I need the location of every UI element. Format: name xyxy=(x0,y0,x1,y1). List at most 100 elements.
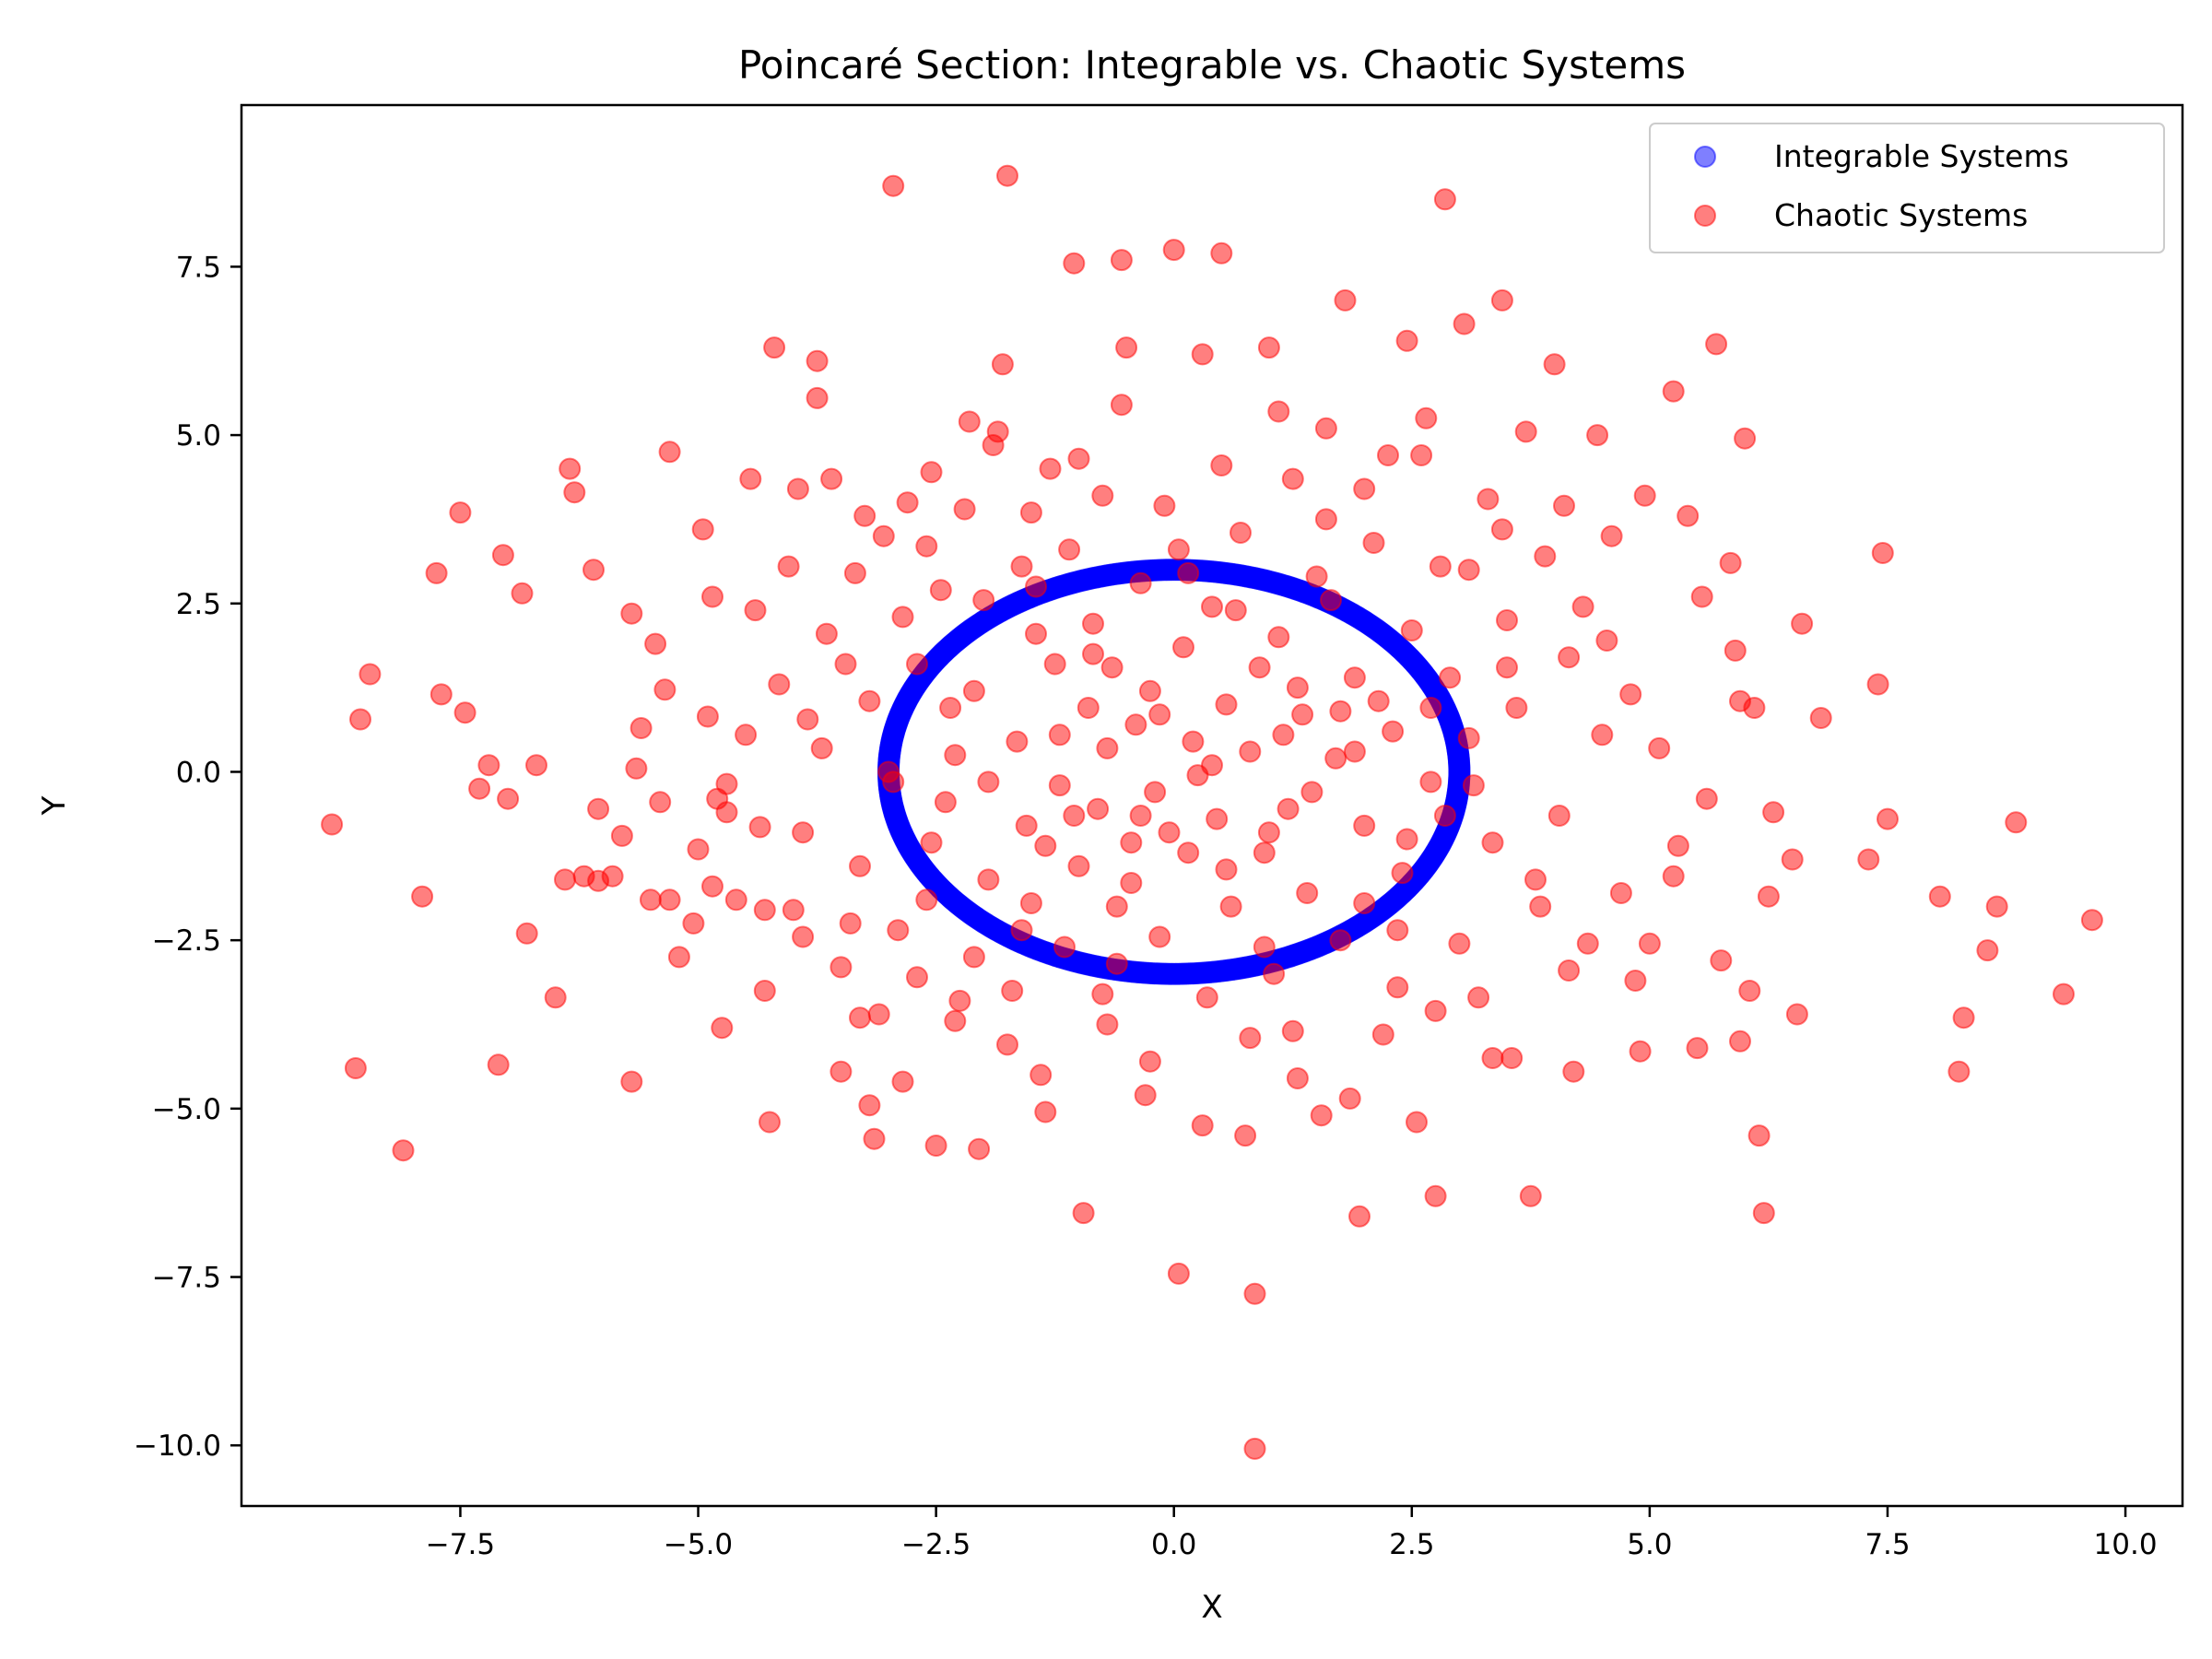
x-axis-ticks: −7.5 −5.0 −2.5 0.0 2.5 5.0 7.5 10.0 xyxy=(426,1506,2158,1561)
legend-label-chaotic: Chaotic Systems xyxy=(1774,197,2028,233)
chaotic-point xyxy=(1496,656,1518,679)
chaotic-point xyxy=(1877,807,1899,830)
chaotic-point xyxy=(1148,703,1171,726)
chaotic-point xyxy=(977,868,1000,891)
chaotic-point xyxy=(682,912,705,935)
chaotic-point xyxy=(1034,1100,1057,1124)
chaotic-point xyxy=(1305,565,1328,588)
chaotic-point xyxy=(1025,575,1047,598)
chaotic-point xyxy=(906,653,928,676)
chaotic-point xyxy=(1314,508,1337,531)
chaotic-point xyxy=(1547,805,1571,827)
chaotic-point xyxy=(1110,249,1133,272)
chaotic-point xyxy=(1729,1030,1751,1053)
chaotic-point xyxy=(1063,252,1086,275)
chaotic-point xyxy=(882,174,905,197)
chaotic-point xyxy=(1010,555,1033,578)
x-tick-label: 7.5 xyxy=(1865,1528,1910,1561)
chaotic-point xyxy=(1158,821,1181,844)
chaotic-point xyxy=(1362,532,1385,554)
chaotic-point xyxy=(629,717,653,739)
chaotic-point xyxy=(1857,848,1880,871)
chaotic-point xyxy=(853,504,877,527)
chaotic-point xyxy=(820,467,843,490)
chaotic-point xyxy=(491,544,514,567)
chaotic-point xyxy=(1457,559,1480,582)
chaotic-point xyxy=(1419,771,1442,794)
chaotic-point xyxy=(1120,831,1143,854)
chaotic-point xyxy=(1686,1037,1709,1060)
chaotic-point xyxy=(1182,730,1205,753)
chaotic-point xyxy=(1353,814,1376,837)
chaotic-point xyxy=(1371,1023,1394,1046)
chaotic-point xyxy=(1690,585,1713,608)
chaotic-point xyxy=(1734,427,1757,450)
chaotic-point xyxy=(1738,980,1761,1002)
chaotic-point xyxy=(858,689,881,712)
chaotic-point xyxy=(453,701,477,724)
chaotic-point xyxy=(1172,636,1194,659)
chaotic-point xyxy=(1087,797,1110,820)
chaotic-point xyxy=(834,653,857,676)
legend-marker-chaotic xyxy=(1694,205,1716,227)
chaotic-point xyxy=(1281,1019,1304,1042)
chaotic-point xyxy=(1030,1064,1053,1087)
chaotic-point xyxy=(1571,595,1594,618)
y-tick-label: −2.5 xyxy=(152,924,221,958)
x-axis-label: X xyxy=(1201,1589,1222,1626)
chaotic-point xyxy=(996,164,1018,187)
chaotic-point xyxy=(1201,754,1223,777)
chaotic-point xyxy=(1752,1202,1775,1225)
chaotic-point xyxy=(1576,932,1599,955)
chaotic-point xyxy=(920,461,943,484)
chaotic-point xyxy=(944,744,967,767)
x-tick-label: 5.0 xyxy=(1627,1528,1672,1561)
chaotic-point xyxy=(1747,1124,1771,1147)
chaotic-point xyxy=(1329,929,1352,952)
chaotic-point xyxy=(1048,774,1071,797)
chaotic-point xyxy=(1015,814,1038,837)
chaotic-point xyxy=(1314,417,1337,440)
chaotic-point xyxy=(1257,821,1280,844)
chaotic-point xyxy=(620,1070,643,1093)
chaotic-point xyxy=(1395,329,1418,352)
chaotic-point xyxy=(830,956,853,979)
chaotic-point xyxy=(1329,700,1352,723)
chaotic-point xyxy=(1206,807,1229,830)
chaotic-point xyxy=(1253,841,1276,865)
chaotic-point xyxy=(792,925,815,948)
y-tick-label: 0.0 xyxy=(176,756,221,789)
chaotic-point xyxy=(2053,982,2075,1006)
y-tick-label: −5.0 xyxy=(152,1093,221,1126)
chaotic-point xyxy=(701,875,724,898)
chaotic-point xyxy=(1167,1262,1190,1285)
chaotic-point xyxy=(1257,336,1280,359)
x-tick-label: −5.0 xyxy=(664,1528,733,1561)
chaotic-point xyxy=(1490,288,1513,312)
chaotic-point xyxy=(497,787,520,810)
chaotic-point xyxy=(701,585,724,608)
chaotic-point xyxy=(544,986,567,1009)
chaotic-point xyxy=(1462,774,1485,797)
chaotic-point xyxy=(696,705,719,728)
chaotic-point xyxy=(487,1053,510,1077)
chaotic-point xyxy=(810,736,833,759)
chaotic-point xyxy=(1286,677,1309,700)
chaotic-point xyxy=(601,865,624,888)
chaotic-point xyxy=(1553,494,1575,517)
chaotic-point xyxy=(991,353,1014,376)
chaotic-point xyxy=(1105,952,1128,975)
chaotic-point xyxy=(724,888,747,912)
chaotic-point xyxy=(1053,935,1076,959)
chaotic-point xyxy=(1006,730,1029,753)
chaotic-point xyxy=(1144,781,1167,804)
chaotic-point xyxy=(1947,1060,1971,1083)
chaotic-point xyxy=(1082,612,1104,635)
legend-box xyxy=(1649,123,2165,253)
y-tick-label: −7.5 xyxy=(152,1262,221,1295)
chaotic-point xyxy=(1001,980,1024,1002)
chaotic-point xyxy=(929,579,952,602)
chaotic-point xyxy=(1286,1067,1309,1089)
